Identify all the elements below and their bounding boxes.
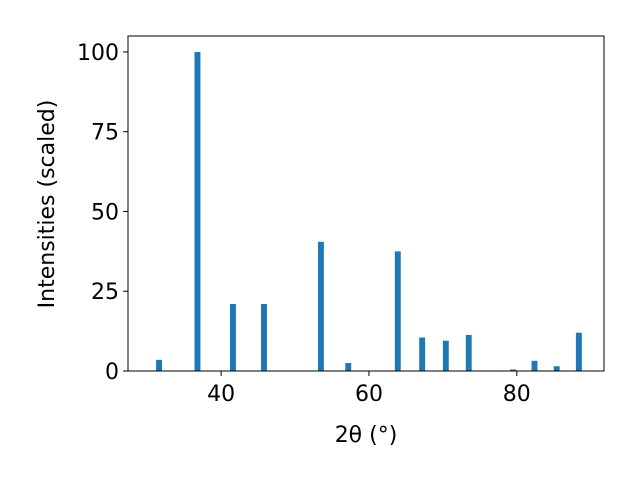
y-tick-label: 50 (91, 200, 119, 225)
bar (442, 340, 449, 371)
x-axis-label: 2θ (°) (335, 423, 398, 448)
bar (419, 337, 426, 371)
bar (394, 251, 401, 371)
bar (465, 334, 472, 371)
y-axis-label: Intensities (scaled) (35, 100, 60, 309)
y-tick-label: 25 (91, 280, 119, 305)
y-tick-label: 100 (77, 41, 119, 66)
bar (345, 363, 352, 371)
bar (156, 359, 162, 371)
bar (194, 51, 201, 371)
x-tick-label: 60 (355, 382, 383, 407)
bar (575, 332, 582, 371)
bar (317, 241, 324, 371)
x-tick-label: 80 (503, 382, 531, 407)
y-tick-label: 0 (105, 360, 119, 385)
x-tick-label: 40 (207, 382, 235, 407)
bar (510, 369, 517, 371)
plot-frame (127, 35, 605, 372)
bar (230, 304, 236, 371)
bar (553, 366, 560, 371)
bar (261, 304, 267, 371)
y-tick-label: 75 (91, 121, 119, 146)
bar (531, 360, 538, 371)
